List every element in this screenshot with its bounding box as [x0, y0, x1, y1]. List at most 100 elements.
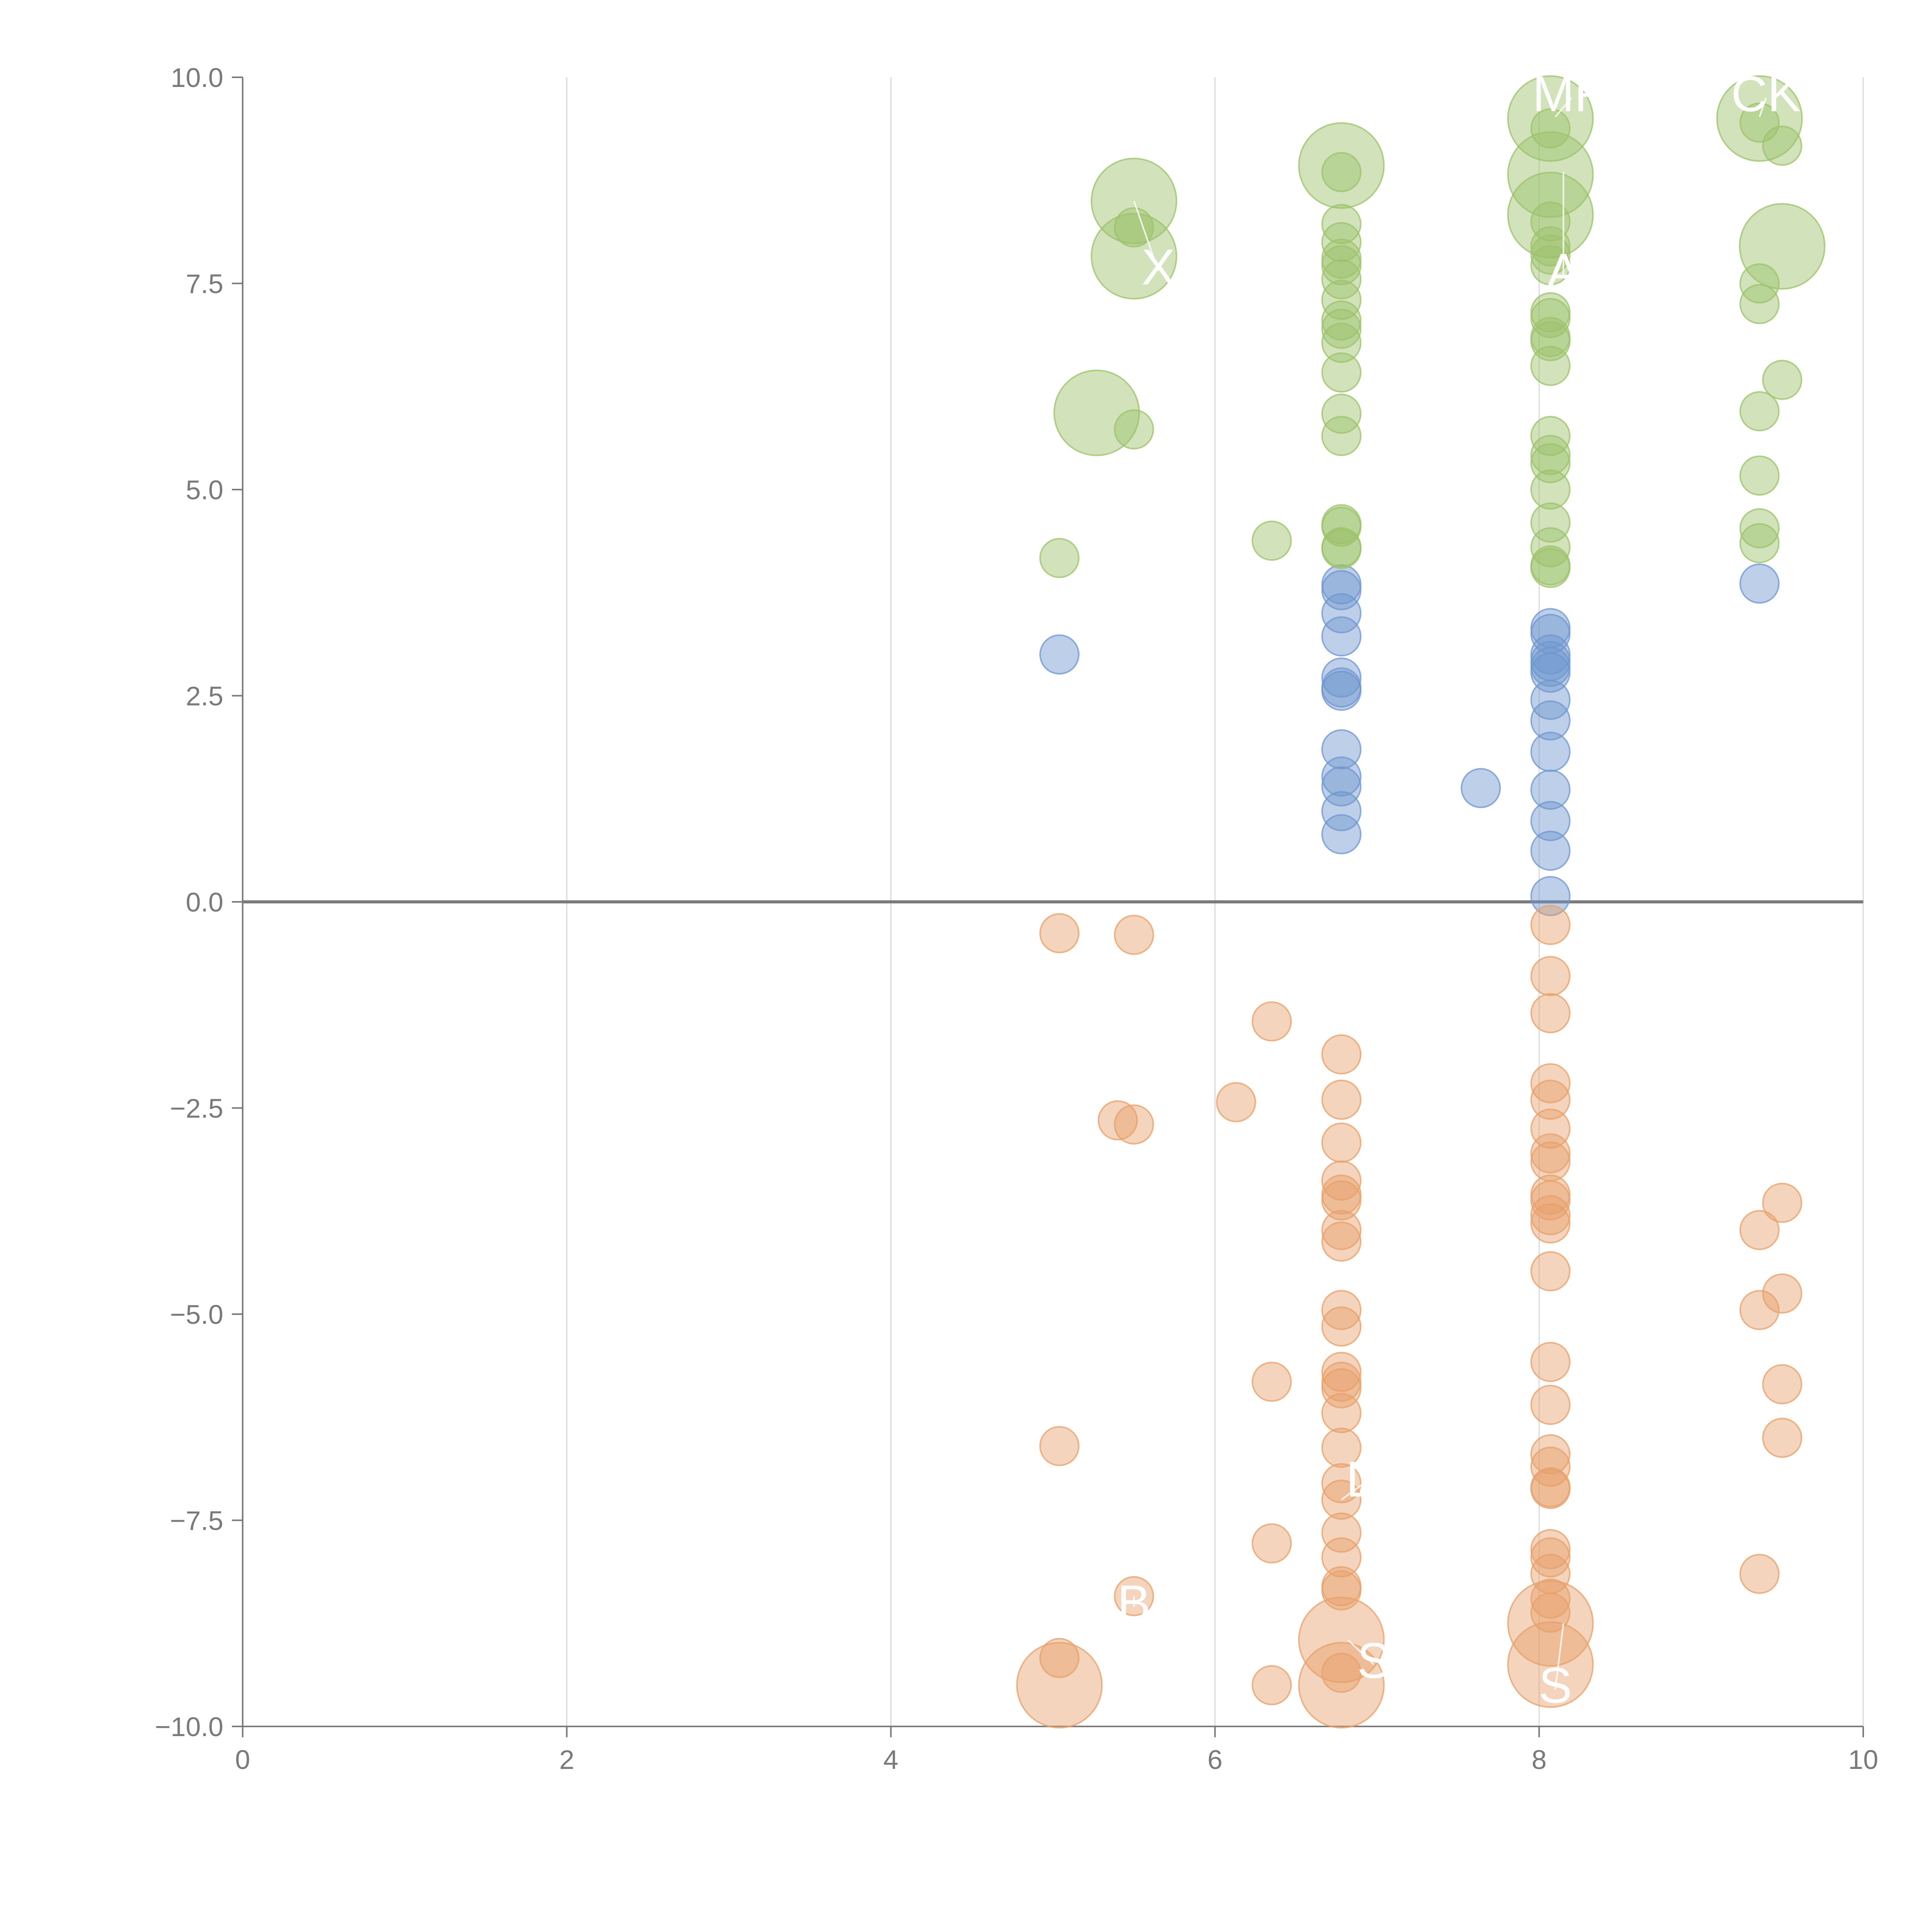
data-point-negative — [1321, 1174, 1362, 1215]
y-tick-label: 5.0 — [186, 475, 223, 505]
data-point-positive-low — [1530, 876, 1571, 917]
data-point-negative — [1530, 993, 1571, 1034]
data-point-positive-high — [1321, 416, 1362, 456]
data-point-positive-high — [1530, 292, 1571, 333]
data-point-positive-low — [1321, 756, 1362, 797]
data-point-negative — [1039, 913, 1080, 954]
data-point-negative — [1216, 1082, 1256, 1122]
data-point-negative — [1762, 1418, 1803, 1458]
y-tick-label: −10.0 — [155, 1712, 223, 1742]
annotation-leader — [1133, 201, 1159, 272]
annotations: MR CK X A D B S S — [1117, 66, 1801, 1714]
data-point-positive-high — [1739, 508, 1780, 549]
data-point-negative — [1530, 1537, 1571, 1578]
data-point-positive-high — [1739, 391, 1780, 432]
data-point-positive-high — [1321, 300, 1362, 341]
data-point-negative — [1298, 1596, 1385, 1683]
data-point-positive-low — [1530, 700, 1571, 741]
data-point-negative — [1530, 1529, 1571, 1570]
data-point-positive-high — [1762, 126, 1803, 166]
data-point-negative — [1321, 1122, 1362, 1163]
data-point-positive-high — [1321, 393, 1362, 434]
data-point-positive-high — [1252, 520, 1292, 561]
data-point-negative — [1530, 1446, 1571, 1487]
data-point-negative — [1530, 1342, 1571, 1382]
data-point-positive-high — [1507, 131, 1594, 218]
annotation-label: A — [1547, 243, 1580, 299]
data-point-positive-low — [1321, 593, 1362, 634]
data-point-positive-high — [1298, 122, 1385, 209]
data-point-negative — [1530, 1108, 1571, 1149]
data-point-positive-high — [1321, 308, 1362, 349]
data-point-negative — [1321, 1306, 1362, 1347]
data-point-negative — [1321, 1180, 1362, 1221]
data-point-negative — [1530, 1578, 1571, 1619]
x-tick-label: 0 — [235, 1745, 250, 1775]
y-tick-label: 7.5 — [186, 269, 223, 299]
data-point-negative — [1252, 1523, 1292, 1564]
y-tick-label: 10.0 — [171, 63, 223, 93]
data-points — [1016, 75, 1826, 1729]
data-point-negative — [1321, 1290, 1362, 1330]
annotation-label: X — [1141, 239, 1175, 295]
data-point-positive-high — [1507, 172, 1594, 259]
data-point-negative — [1530, 1434, 1571, 1475]
annotation-label: MR — [1532, 66, 1611, 122]
data-point-positive-low — [1321, 564, 1362, 605]
data-point-positive-high — [1530, 548, 1571, 588]
data-point-positive-low — [1039, 634, 1080, 675]
data-point-positive-low — [1530, 646, 1571, 687]
axes: 0 2 4 6 8 10 −10.0 −7.5 −5.0 −2.5 0.0 2.5 5.0 7.5 10.0 — [155, 63, 1878, 1775]
data-point-positive-low — [1530, 680, 1571, 720]
data-point-negative — [1321, 1570, 1362, 1611]
data-point-positive-high — [1530, 435, 1571, 475]
data-point-positive-high — [1321, 204, 1362, 244]
data-point-positive-high — [1507, 75, 1594, 162]
data-point-positive-high — [1530, 245, 1571, 286]
data-point-positive-high — [1739, 284, 1780, 324]
y-tick-label: 0.0 — [186, 887, 223, 917]
data-point-negative — [1321, 1393, 1362, 1434]
data-point-negative — [1530, 1180, 1571, 1221]
data-point-positive-high — [1321, 222, 1362, 262]
y-tick-label: −7.5 — [170, 1506, 223, 1536]
data-point-negative — [1321, 1512, 1362, 1553]
data-point-negative — [1739, 1290, 1780, 1330]
data-point-positive-high — [1321, 507, 1362, 547]
data-point-negative — [1530, 1592, 1571, 1633]
data-point-negative — [1530, 905, 1571, 945]
data-point-positive-low — [1530, 731, 1571, 772]
annotation-leader — [1759, 97, 1767, 117]
annotation-leader — [1554, 97, 1572, 117]
data-point-positive-high — [1530, 469, 1571, 510]
data-point-negative — [1530, 1251, 1571, 1292]
data-point-negative — [1321, 1080, 1362, 1120]
data-point-negative — [1507, 1621, 1594, 1708]
data-point-positive-low — [1321, 814, 1362, 855]
annotation-label: D — [1346, 1451, 1382, 1507]
data-point-negative — [1252, 1665, 1292, 1706]
data-point-positive-high — [1530, 527, 1571, 568]
data-point-negative — [1530, 1195, 1571, 1235]
annotation-label: B — [1117, 1575, 1151, 1631]
data-point-negative — [1321, 1352, 1362, 1392]
data-point-positive-low — [1321, 766, 1362, 807]
data-point-negative — [1530, 1080, 1571, 1120]
annotation-leader — [1341, 1482, 1365, 1500]
data-point-negative — [1762, 1273, 1803, 1314]
data-point-positive-high — [1530, 345, 1571, 386]
annotation-leader — [1554, 1623, 1565, 1690]
data-point-negative — [1739, 1210, 1780, 1250]
x-tick-label: 4 — [883, 1745, 898, 1775]
data-point-positive-high — [1739, 455, 1780, 496]
data-point-positive-high — [1762, 360, 1803, 400]
data-point-positive-high — [1321, 152, 1362, 192]
data-point-positive-high — [1321, 352, 1362, 393]
data-point-negative — [1530, 1203, 1571, 1244]
data-point-negative — [1530, 1133, 1571, 1173]
data-point-negative — [1097, 1100, 1138, 1141]
data-point-positive-high — [1090, 213, 1177, 300]
data-point-positive-high — [1321, 529, 1362, 569]
